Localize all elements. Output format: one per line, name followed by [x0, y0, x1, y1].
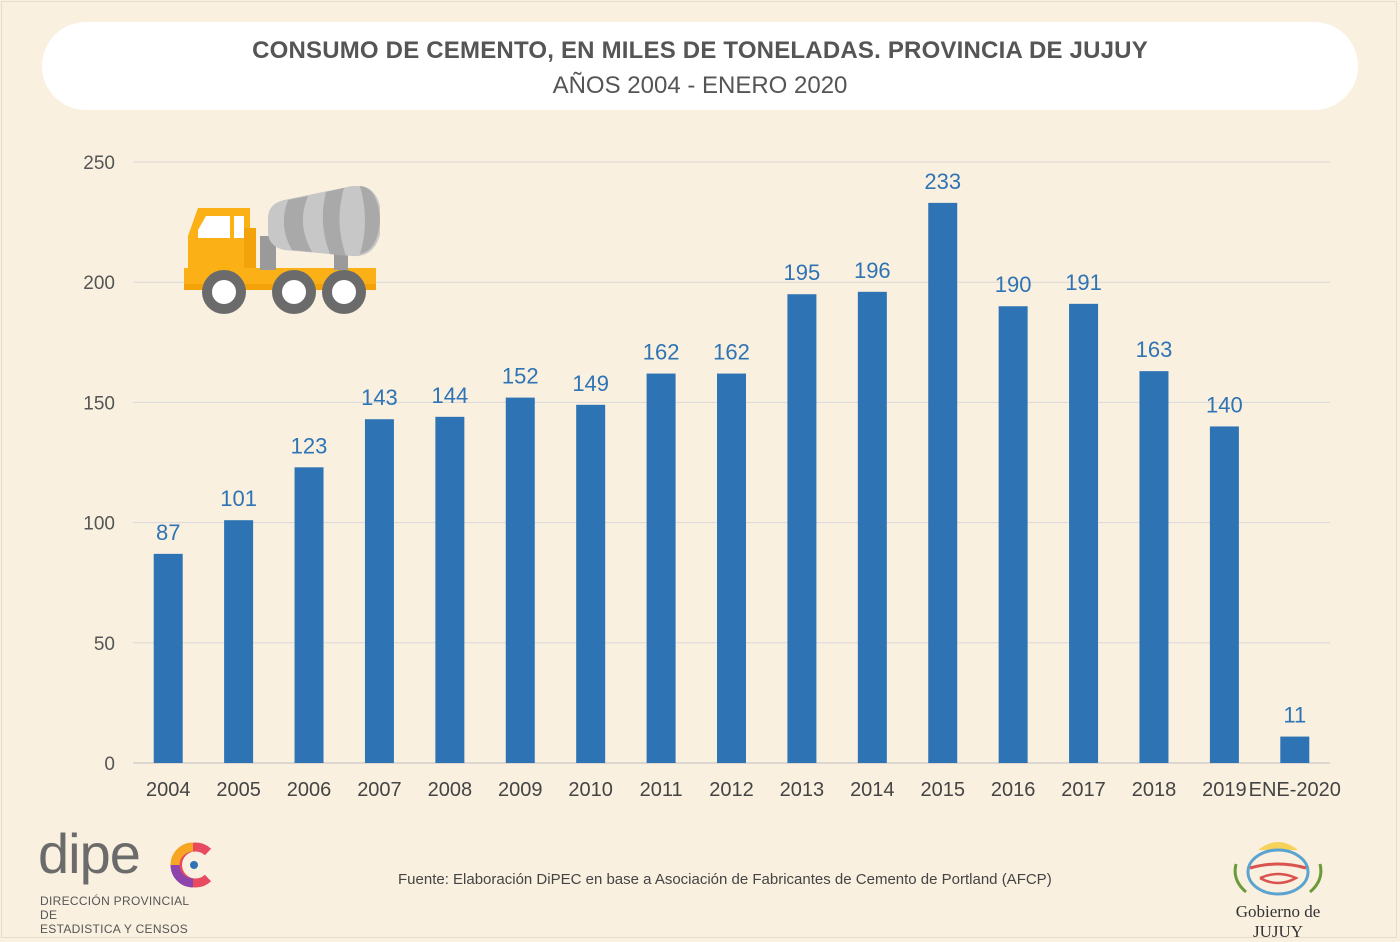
y-tick-label: 250 [83, 153, 115, 174]
x-category-label: 2010 [568, 779, 613, 801]
x-category-label: 2018 [1132, 779, 1177, 801]
jujuy-logo: Gobierno de JUJUY [1218, 834, 1338, 941]
dipec-c-logo-icon [170, 842, 212, 888]
y-tick-label: 100 [83, 514, 115, 535]
data-label: 144 [431, 383, 468, 408]
bar [505, 397, 535, 763]
data-label: 101 [220, 486, 257, 511]
bar [1069, 303, 1099, 763]
dipec-tagline-line2: ESTADISTICA Y CENSOS [40, 922, 189, 936]
y-axis-ticks: 0 50 100 150 200 250 [83, 153, 115, 775]
data-label: 87 [156, 520, 180, 545]
data-label: 162 [643, 340, 680, 365]
y-tick-label: 50 [94, 634, 115, 655]
cement-mixer-truck-icon [184, 186, 380, 314]
data-label: 140 [1206, 392, 1243, 417]
x-category-label: 2014 [850, 779, 895, 801]
x-category-label: 2012 [709, 779, 754, 801]
data-label: 191 [1065, 270, 1102, 295]
x-category-label: 2006 [287, 779, 332, 801]
bar [153, 553, 183, 763]
data-label: 152 [502, 364, 539, 389]
source-note: Fuente: Elaboración DiPEC en base a Asoc… [398, 871, 1052, 888]
x-category-label: 2011 [640, 779, 683, 801]
x-category-label: 2015 [920, 779, 965, 801]
data-label: 149 [572, 371, 609, 396]
bar [787, 294, 817, 763]
bar [435, 416, 465, 763]
x-category-label: 2019 [1202, 779, 1247, 801]
y-tick-label: 150 [83, 393, 115, 414]
x-category-label: 2004 [146, 779, 191, 801]
data-label: 190 [995, 272, 1032, 297]
jujuy-emblem-icon [1233, 842, 1323, 896]
x-category-label: ENE-2020 [1249, 779, 1341, 801]
bar [1209, 426, 1239, 763]
x-category-label: 2009 [498, 779, 543, 801]
bar [998, 306, 1028, 763]
dipec-wordmark: dipe [38, 822, 141, 885]
bar [1139, 371, 1169, 763]
bar [1280, 736, 1310, 763]
chart-title: CONSUMO DE CEMENTO, EN MILES DE TONELADA… [252, 37, 1148, 64]
bar [717, 373, 746, 763]
y-tick-label: 0 [104, 754, 115, 775]
dipec-tagline: DIRECCIÓN PROVINCIAL DE ESTADISTICA Y CE… [40, 894, 208, 936]
dipec-logo: dipe DIRECCIÓN PROVINCIAL DE ESTADISTICA… [38, 822, 212, 936]
chart-subtitle: AÑOS 2004 - ENERO 2020 [552, 72, 848, 99]
bar [928, 202, 958, 764]
data-label: 162 [713, 340, 750, 365]
x-axis-categories: 2004 2005 2006 2007 2008 2009 2010 2011 2012 2013… [146, 779, 1341, 801]
data-label: 123 [291, 433, 328, 458]
x-category-label: 2013 [780, 779, 825, 801]
x-category-label: 2005 [216, 779, 261, 801]
bar [857, 291, 887, 763]
data-label: 11 [1283, 703, 1306, 728]
bars [153, 202, 1310, 764]
data-label: 233 [924, 169, 961, 194]
data-labels: 87 101 123 143 144 152 149 162 162 195 196 233 190 19… [156, 169, 1306, 728]
x-category-label: 2008 [428, 779, 473, 801]
government-label: Gobierno de JUJUY [1235, 902, 1321, 941]
title-banner: CONSUMO DE CEMENTO, EN MILES DE TONELADA… [42, 22, 1358, 110]
data-label: 163 [1136, 337, 1173, 362]
x-category-label: 2016 [991, 779, 1036, 801]
data-label: 143 [361, 385, 398, 410]
bar [576, 404, 606, 763]
bar [294, 467, 324, 763]
bar [364, 419, 394, 763]
data-label: 195 [784, 260, 821, 285]
y-tick-label: 200 [83, 273, 115, 294]
data-label: 196 [854, 258, 891, 283]
dipec-tagline-line1: DIRECCIÓN PROVINCIAL DE [40, 894, 189, 922]
bar [224, 520, 254, 763]
x-category-label: 2007 [357, 779, 402, 801]
x-category-label: 2017 [1061, 779, 1106, 801]
bar [646, 373, 676, 763]
